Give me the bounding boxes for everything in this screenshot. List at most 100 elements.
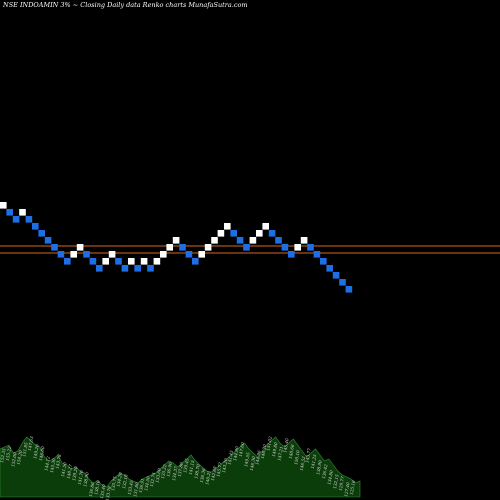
renko-brick-down bbox=[288, 251, 295, 258]
renko-brick-down bbox=[12, 216, 20, 223]
volume-point-label: 142.88 bbox=[210, 466, 218, 482]
renko-brick-up bbox=[140, 258, 148, 265]
renko-brick-up bbox=[249, 237, 257, 244]
volume-point-label: 147.63 bbox=[27, 436, 35, 452]
volume-point-label: 143.78 bbox=[55, 454, 63, 470]
volume-point-label: 141.15 bbox=[188, 460, 196, 476]
volume-point-label: 150.10 bbox=[293, 450, 301, 466]
renko-brick-down bbox=[121, 265, 129, 272]
volume-point-label: 131.80 bbox=[132, 482, 140, 498]
volume-point-label: 140.21 bbox=[204, 470, 211, 485]
renko-brick-down bbox=[345, 286, 353, 293]
volume-point-label: 138.90 bbox=[82, 472, 90, 488]
renko-brick-down bbox=[147, 265, 154, 272]
volume-point-label: 144.96 bbox=[254, 450, 262, 466]
renko-brick-up bbox=[294, 244, 301, 251]
volume-point-label: 134.80 bbox=[326, 470, 334, 486]
renko-brick-down bbox=[320, 258, 327, 265]
volume-point-label: 129.77 bbox=[338, 476, 346, 492]
renko-brick-up bbox=[217, 230, 225, 237]
volume-point-label: 148.66 bbox=[288, 444, 296, 460]
renko-brick-up bbox=[128, 258, 135, 265]
volume-point-label: 133.78 bbox=[105, 486, 113, 500]
renko-brick-down bbox=[332, 272, 340, 279]
renko-brick-up bbox=[108, 251, 116, 258]
renko-brick-down bbox=[243, 244, 250, 251]
volume-point-label: 136.90 bbox=[166, 462, 174, 478]
volume-point-label: 155.22 bbox=[5, 446, 13, 462]
volume-point-label: 133.60 bbox=[154, 468, 162, 484]
renko-brick-down bbox=[25, 216, 33, 223]
renko-brick-down bbox=[89, 258, 97, 265]
volume-point-label: 144.12 bbox=[43, 456, 51, 472]
volume-point-label: 138.90 bbox=[315, 460, 323, 476]
volume-point-label: 132.15 bbox=[332, 474, 340, 490]
renko-brick-down bbox=[275, 237, 282, 244]
renko-brick-up bbox=[102, 258, 109, 265]
renko-brick-down bbox=[326, 265, 333, 272]
renko-brick-up bbox=[204, 244, 212, 251]
volume-point-label: 132.74 bbox=[149, 472, 157, 488]
renko-brick-down bbox=[236, 237, 244, 244]
renko-brick-down bbox=[185, 251, 193, 258]
renko-brick-up bbox=[256, 230, 263, 237]
renko-brick-up bbox=[19, 209, 26, 216]
volume-point-label: 149.80 bbox=[271, 442, 279, 458]
volume-point-label: 146.30 bbox=[249, 456, 257, 472]
renko-brick-down bbox=[38, 230, 45, 237]
renko-bricks bbox=[0, 202, 353, 293]
renko-brick-up bbox=[166, 244, 173, 251]
renko-brick-down bbox=[268, 230, 276, 237]
renko-brick-down bbox=[339, 279, 346, 286]
volume-point-label: 136.36 bbox=[199, 468, 207, 484]
renko-brick-down bbox=[192, 258, 199, 265]
chart-title: NSE INDOAMIN 3% ~ Closing Daily data Ren… bbox=[3, 1, 248, 9]
volume-point-label: 141.25 bbox=[310, 454, 318, 470]
renko-brick-down bbox=[83, 251, 90, 258]
renko-brick-up bbox=[160, 251, 167, 258]
volume-point-label: 136.42 bbox=[321, 464, 329, 480]
volume-point-label: 136.91 bbox=[138, 478, 145, 493]
renko-brick-up bbox=[300, 237, 308, 244]
volume-point-label: 151.85 bbox=[21, 442, 29, 458]
renko-brick-down bbox=[134, 265, 141, 272]
volume-point-label: 133.45 bbox=[127, 480, 135, 496]
volume-point-label: 141.45 bbox=[227, 450, 235, 466]
renko-brick-down bbox=[44, 237, 52, 244]
volume-point-label: 147.21 bbox=[277, 446, 284, 461]
volume-point-label: 141.70 bbox=[77, 470, 85, 486]
renko-brick-down bbox=[51, 244, 58, 251]
renko-brick-up bbox=[224, 223, 231, 230]
renko-brick-down bbox=[230, 230, 237, 237]
renko-brick-up bbox=[153, 258, 161, 265]
volume-point-label: 134.50 bbox=[143, 476, 151, 492]
renko-brick-down bbox=[64, 258, 71, 265]
volume-point-label: 138.70 bbox=[193, 464, 201, 480]
volume-point-label: 151.02 bbox=[265, 436, 273, 452]
renko-brick-down bbox=[96, 265, 103, 272]
renko-brick-up bbox=[172, 237, 180, 244]
volume-point-label: 143.20 bbox=[221, 458, 229, 474]
volume-point-label: 154.20 bbox=[16, 450, 24, 466]
volume-point-label: 144.90 bbox=[232, 446, 240, 462]
volume-point-label: 139.45 bbox=[182, 458, 190, 474]
volume-point-label: 152.35 bbox=[0, 448, 7, 464]
renko-brick-down bbox=[281, 244, 289, 251]
renko-brick-up bbox=[262, 223, 269, 230]
volume-point-label: 125.16 bbox=[349, 480, 357, 496]
renko-brick-up bbox=[76, 244, 84, 251]
volume-point-label: 135.75 bbox=[110, 476, 118, 492]
volume-point-label: 136.86 bbox=[88, 482, 96, 498]
renko-brick-up bbox=[211, 237, 218, 244]
volume-point-label: 152.00 bbox=[10, 452, 18, 468]
volume-point-label: 146.80 bbox=[38, 446, 46, 462]
volume-point-label: 141.50 bbox=[60, 462, 68, 478]
volume-point-label: 139.20 bbox=[71, 466, 79, 482]
volume-point-label: 140.27 bbox=[66, 464, 74, 480]
renko-brick-down bbox=[313, 251, 321, 258]
volume-point-label: 145.77 bbox=[215, 462, 223, 478]
volume-point-label: 137.80 bbox=[177, 462, 185, 478]
volume-point-label: 135.22 bbox=[160, 464, 168, 480]
